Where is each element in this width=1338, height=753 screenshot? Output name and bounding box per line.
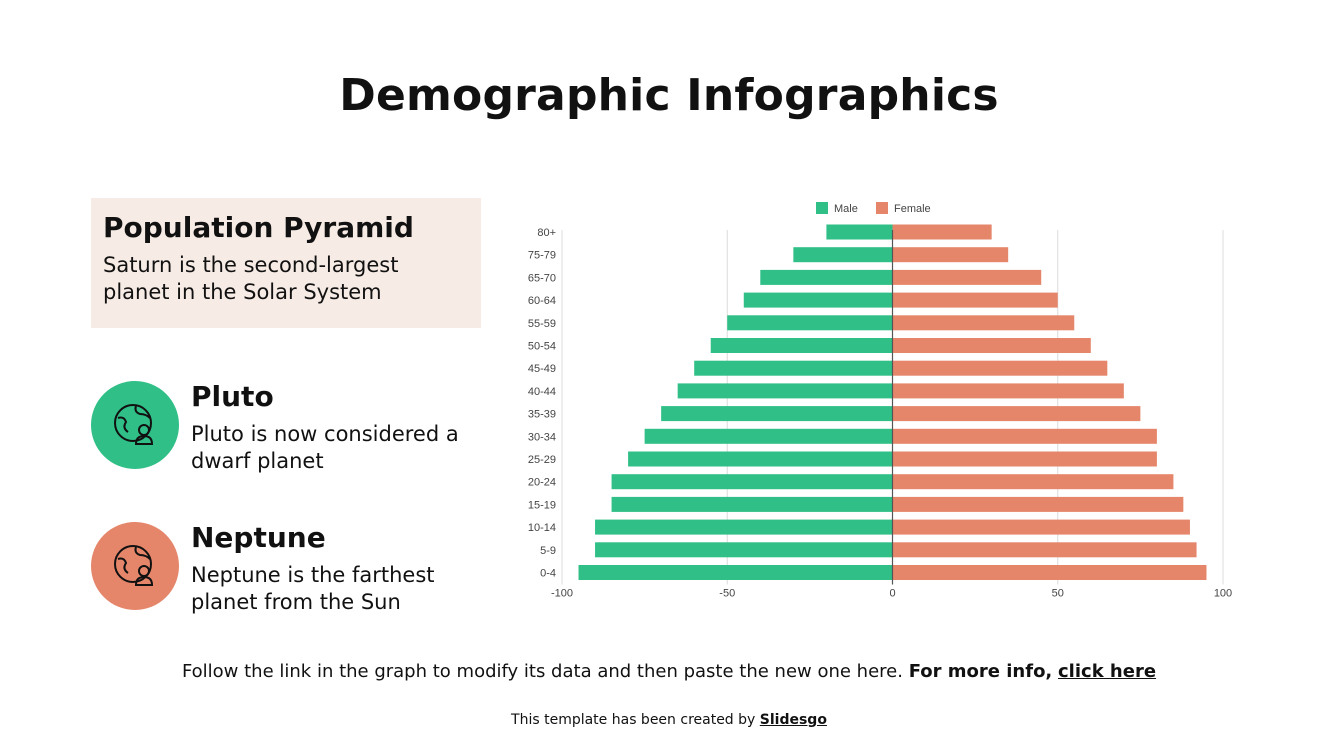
y-tick-label: 0-4 bbox=[540, 568, 556, 580]
click-here-link[interactable]: click here bbox=[1058, 661, 1157, 682]
male-bar bbox=[793, 247, 893, 263]
y-tick-label: 50-54 bbox=[528, 341, 556, 353]
y-tick-label: 15-19 bbox=[528, 499, 556, 511]
male-bar bbox=[628, 451, 893, 467]
y-tick-label: 5-9 bbox=[540, 545, 556, 557]
neptune-item: Neptune Neptune is the farthest planet f… bbox=[91, 521, 481, 614]
male-bar bbox=[644, 428, 893, 444]
legend-swatch bbox=[876, 202, 888, 214]
globe-person-icon bbox=[114, 404, 154, 445]
female-bar bbox=[892, 247, 1009, 263]
y-tick-label: 55-59 bbox=[528, 318, 556, 330]
y-tick-label: 35-39 bbox=[528, 409, 556, 421]
female-bar bbox=[892, 542, 1197, 558]
female-bar bbox=[892, 292, 1058, 308]
y-tick-label: 10-14 bbox=[528, 522, 556, 534]
female-bar bbox=[892, 519, 1190, 535]
female-bar bbox=[892, 451, 1157, 467]
female-bar bbox=[892, 565, 1207, 580]
pyramid-box-description: Saturn is the second-largest planet in t… bbox=[103, 253, 399, 304]
y-tick-label: 75-79 bbox=[528, 250, 556, 262]
globe-person-icon bbox=[114, 545, 154, 586]
y-tick-label: 80+ bbox=[537, 227, 556, 239]
female-bar bbox=[892, 269, 1042, 285]
female-bar bbox=[892, 360, 1108, 376]
male-bar bbox=[743, 292, 893, 308]
x-tick-label: 100 bbox=[1214, 588, 1232, 600]
male-bar bbox=[677, 383, 893, 399]
y-tick-label: 20-24 bbox=[528, 477, 556, 489]
x-tick-label: -100 bbox=[551, 588, 573, 600]
male-bar bbox=[611, 474, 893, 490]
credit-line: This template has been created by Slides… bbox=[0, 712, 1338, 728]
male-bar bbox=[826, 224, 893, 240]
male-bar bbox=[760, 269, 893, 285]
legend-label: Male bbox=[834, 203, 858, 215]
female-bar bbox=[892, 474, 1174, 490]
x-tick-label: 50 bbox=[1052, 588, 1064, 600]
male-bar bbox=[694, 360, 893, 376]
x-tick-label: 0 bbox=[889, 588, 895, 600]
legend-swatch bbox=[816, 202, 828, 214]
neptune-title: Neptune bbox=[191, 521, 326, 554]
pyramid-box-title: Population Pyramid bbox=[103, 211, 414, 244]
female-bar bbox=[892, 224, 992, 240]
page-title: Demographic Infographics bbox=[339, 70, 999, 121]
y-tick-label: 25-29 bbox=[528, 454, 556, 466]
y-tick-label: 65-70 bbox=[528, 272, 556, 284]
y-tick-label: 45-49 bbox=[528, 363, 556, 375]
female-bar bbox=[892, 428, 1157, 444]
female-bar bbox=[892, 406, 1141, 422]
neptune-description: Neptune is the farthest planet from the … bbox=[191, 563, 435, 614]
male-bar bbox=[595, 519, 893, 535]
female-bar bbox=[892, 383, 1124, 399]
slidesgo-link[interactable]: Slidesgo bbox=[759, 712, 827, 728]
pluto-title: Pluto bbox=[191, 380, 274, 413]
y-tick-label: 60-64 bbox=[528, 295, 556, 307]
population-pyramid-chart[interactable]: -100 -50 0 50 100 80+ 75-79 65-70 60-64 55-59 50-5… bbox=[520, 190, 1260, 630]
male-bar bbox=[595, 542, 893, 558]
male-bar bbox=[578, 565, 893, 580]
male-bar bbox=[727, 315, 893, 331]
female-bar bbox=[892, 315, 1075, 331]
footer-bold-text: For more info, bbox=[908, 661, 1053, 682]
pluto-item: Pluto Pluto is now considered a dwarf pl… bbox=[91, 380, 481, 473]
credit-text: This template has been created by bbox=[511, 712, 756, 728]
y-tick-label: 40-44 bbox=[528, 386, 556, 398]
male-bar bbox=[661, 406, 893, 422]
neptune-circle bbox=[91, 522, 179, 610]
pluto-description: Pluto is now considered a dwarf planet bbox=[191, 422, 459, 473]
x-tick-label: -50 bbox=[719, 588, 735, 600]
footer-text: Follow the link in the graph to modify i… bbox=[181, 661, 903, 682]
female-bar bbox=[892, 338, 1091, 353]
male-bar bbox=[611, 496, 893, 512]
female-bar bbox=[892, 496, 1184, 512]
pluto-circle bbox=[91, 381, 179, 469]
male-bar bbox=[710, 338, 893, 353]
pyramid-info-box: Population Pyramid Saturn is the second-… bbox=[91, 198, 481, 328]
footer-note: Follow the link in the graph to modify i… bbox=[0, 661, 1338, 682]
legend-label: Female bbox=[894, 203, 931, 215]
y-tick-label: 30-34 bbox=[528, 431, 556, 443]
